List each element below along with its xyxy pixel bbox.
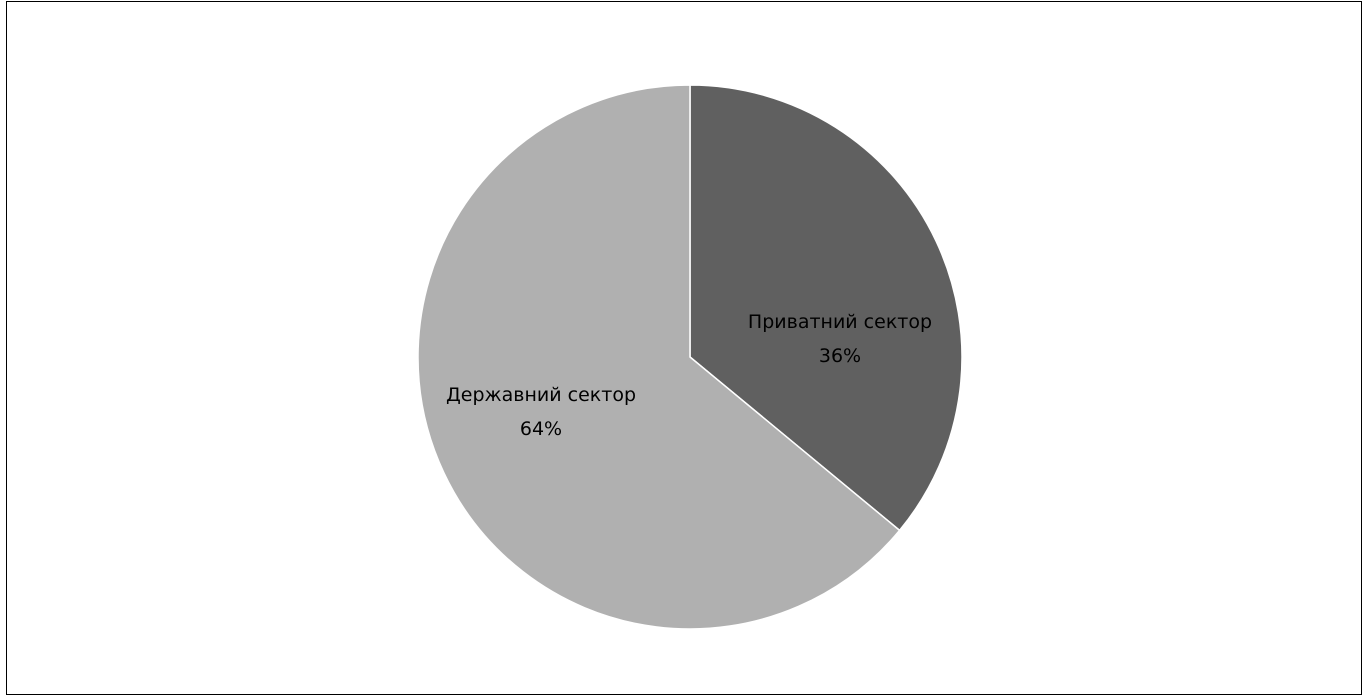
pie-slice-2 — [417, 84, 901, 630]
slice-category-label: Державний сектор — [446, 384, 636, 406]
slice-category-label: Приватний сектор — [748, 311, 932, 333]
pie-slice-1 — [689, 84, 963, 532]
pie-slices — [417, 84, 963, 630]
pie-labels: Приватний сектор 36% Державний сектор 64% — [446, 311, 932, 440]
slice-percent-label: 36% — [819, 345, 861, 367]
slice-percent-label: 64% — [520, 418, 562, 440]
